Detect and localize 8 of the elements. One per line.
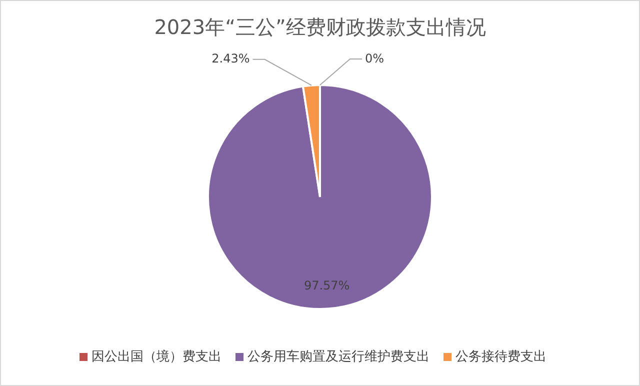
pie-slice	[207, 84, 433, 310]
legend-label: 公务接待费支出	[456, 350, 546, 365]
data-label: 97.57%	[304, 278, 350, 293]
legend-label: 因公出国（境）费支出	[92, 348, 222, 365]
text: 0%	[365, 51, 384, 66]
chart-title: 2023年“三公”经费财政拨款支出情况	[154, 15, 486, 39]
data-label: 2.43%	[212, 52, 250, 66]
legend-label: 公务用车购置及运行维护费支出	[248, 350, 430, 365]
